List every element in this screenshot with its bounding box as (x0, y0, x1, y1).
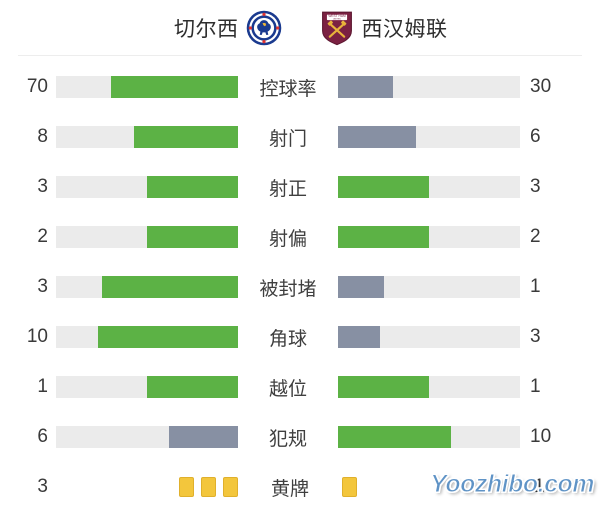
stat-label: 控球率 (259, 78, 317, 100)
away-bar-track (338, 376, 520, 398)
yellow-card-icon (223, 477, 238, 497)
away-yellow-cards (340, 477, 524, 497)
home-bar-track (56, 176, 238, 198)
away-value: 10 (530, 426, 552, 447)
home-value: 1 (37, 376, 48, 397)
svg-text:WEST HAM: WEST HAM (328, 14, 346, 18)
home-bar-fill (147, 376, 238, 398)
stat-label: 射偏 (268, 228, 307, 250)
stat-row: 3 被封堵 1 (0, 262, 600, 312)
home-bar-track (56, 126, 238, 148)
stat-label: 犯规 (268, 428, 307, 450)
yellow-card-icon (342, 477, 357, 497)
home-bar-fill (110, 76, 238, 98)
stat-row: 3 射正 3 (0, 162, 600, 212)
watermark: Yoozhibo.com (430, 470, 595, 499)
away-bar-fill (338, 276, 384, 298)
away-bar-track (338, 226, 520, 248)
away-value: 6 (530, 126, 541, 147)
away-bar-fill (338, 76, 393, 98)
home-yellow-cards (56, 477, 240, 497)
home-value: 6 (37, 426, 48, 447)
home-bar-fill (147, 176, 238, 198)
away-bar-track (338, 326, 520, 348)
home-value: 10 (26, 326, 48, 347)
home-value: 70 (26, 76, 48, 97)
stat-row: 6 犯规 10 (0, 412, 600, 462)
home-bar-track (56, 276, 238, 298)
away-bar-fill (338, 226, 429, 248)
away-bar-track (338, 126, 520, 148)
yellow-card-icon (201, 477, 216, 497)
away-bar-track (338, 276, 520, 298)
home-value: 3 (37, 176, 48, 197)
stats-list: 70 控球率 30 8 射门 6 3 射正 3 2 射偏 2 3 被封堵 1 10 角球 3 1 越位 1 6 犯规 10 3 黄… (0, 56, 600, 512)
home-bar-fill (97, 326, 238, 348)
stat-label: 角球 (268, 328, 307, 350)
stat-row: 8 射门 6 (0, 112, 600, 162)
yellow-card-icon (179, 477, 194, 497)
home-bar-track (56, 76, 238, 98)
stat-label: 被封堵 (259, 278, 317, 300)
stat-label: 越位 (268, 378, 307, 400)
stat-row: 70 控球率 30 (0, 62, 600, 112)
away-bar-track (338, 76, 520, 98)
away-value: 1 (530, 276, 541, 297)
away-value: 30 (530, 76, 552, 97)
home-value: 2 (37, 226, 48, 247)
home-bar-track (56, 226, 238, 248)
home-bar-track (56, 326, 238, 348)
away-value: 1 (530, 376, 541, 397)
stat-row: 1 越位 1 (0, 362, 600, 412)
home-team: 切尔西 (82, 10, 297, 46)
away-team-name: 西汉姆联 (361, 18, 448, 41)
home-value: 8 (37, 126, 48, 147)
svg-text:UNITED: UNITED (332, 19, 340, 21)
away-bar-track (338, 426, 520, 448)
match-header: 切尔西 WEST HAM UNITED (0, 0, 600, 56)
home-bar-track (56, 426, 238, 448)
home-value: 3 (37, 476, 48, 497)
chelsea-crest-icon (246, 10, 282, 46)
home-bar-fill (168, 426, 238, 448)
away-bar-track (338, 176, 520, 198)
away-bar-fill (338, 326, 380, 348)
away-value: 3 (530, 326, 541, 347)
stat-label: 射正 (268, 178, 307, 200)
away-team: WEST HAM UNITED 西汉姆联 (297, 10, 519, 46)
west-ham-crest-icon: WEST HAM UNITED (319, 10, 355, 46)
stat-row: 2 射偏 2 (0, 212, 600, 262)
away-value: 1 (534, 476, 545, 497)
home-team-name: 切尔西 (174, 18, 239, 41)
away-value: 3 (530, 176, 541, 197)
home-value: 3 (37, 276, 48, 297)
stat-label: 黄牌 (270, 478, 309, 500)
away-bar-fill (338, 376, 429, 398)
home-bar-fill (147, 226, 238, 248)
away-value: 2 (530, 226, 541, 247)
away-bar-fill (338, 426, 451, 448)
home-bar-fill (101, 276, 238, 298)
home-bar-track (56, 376, 238, 398)
stat-row: 10 角球 3 (0, 312, 600, 362)
away-bar-fill (338, 176, 429, 198)
away-bar-fill (338, 126, 417, 148)
stat-row: 3 黄牌 1 (0, 462, 600, 512)
stat-label: 射门 (268, 128, 307, 150)
home-bar-fill (134, 126, 238, 148)
header-divider (18, 55, 582, 56)
